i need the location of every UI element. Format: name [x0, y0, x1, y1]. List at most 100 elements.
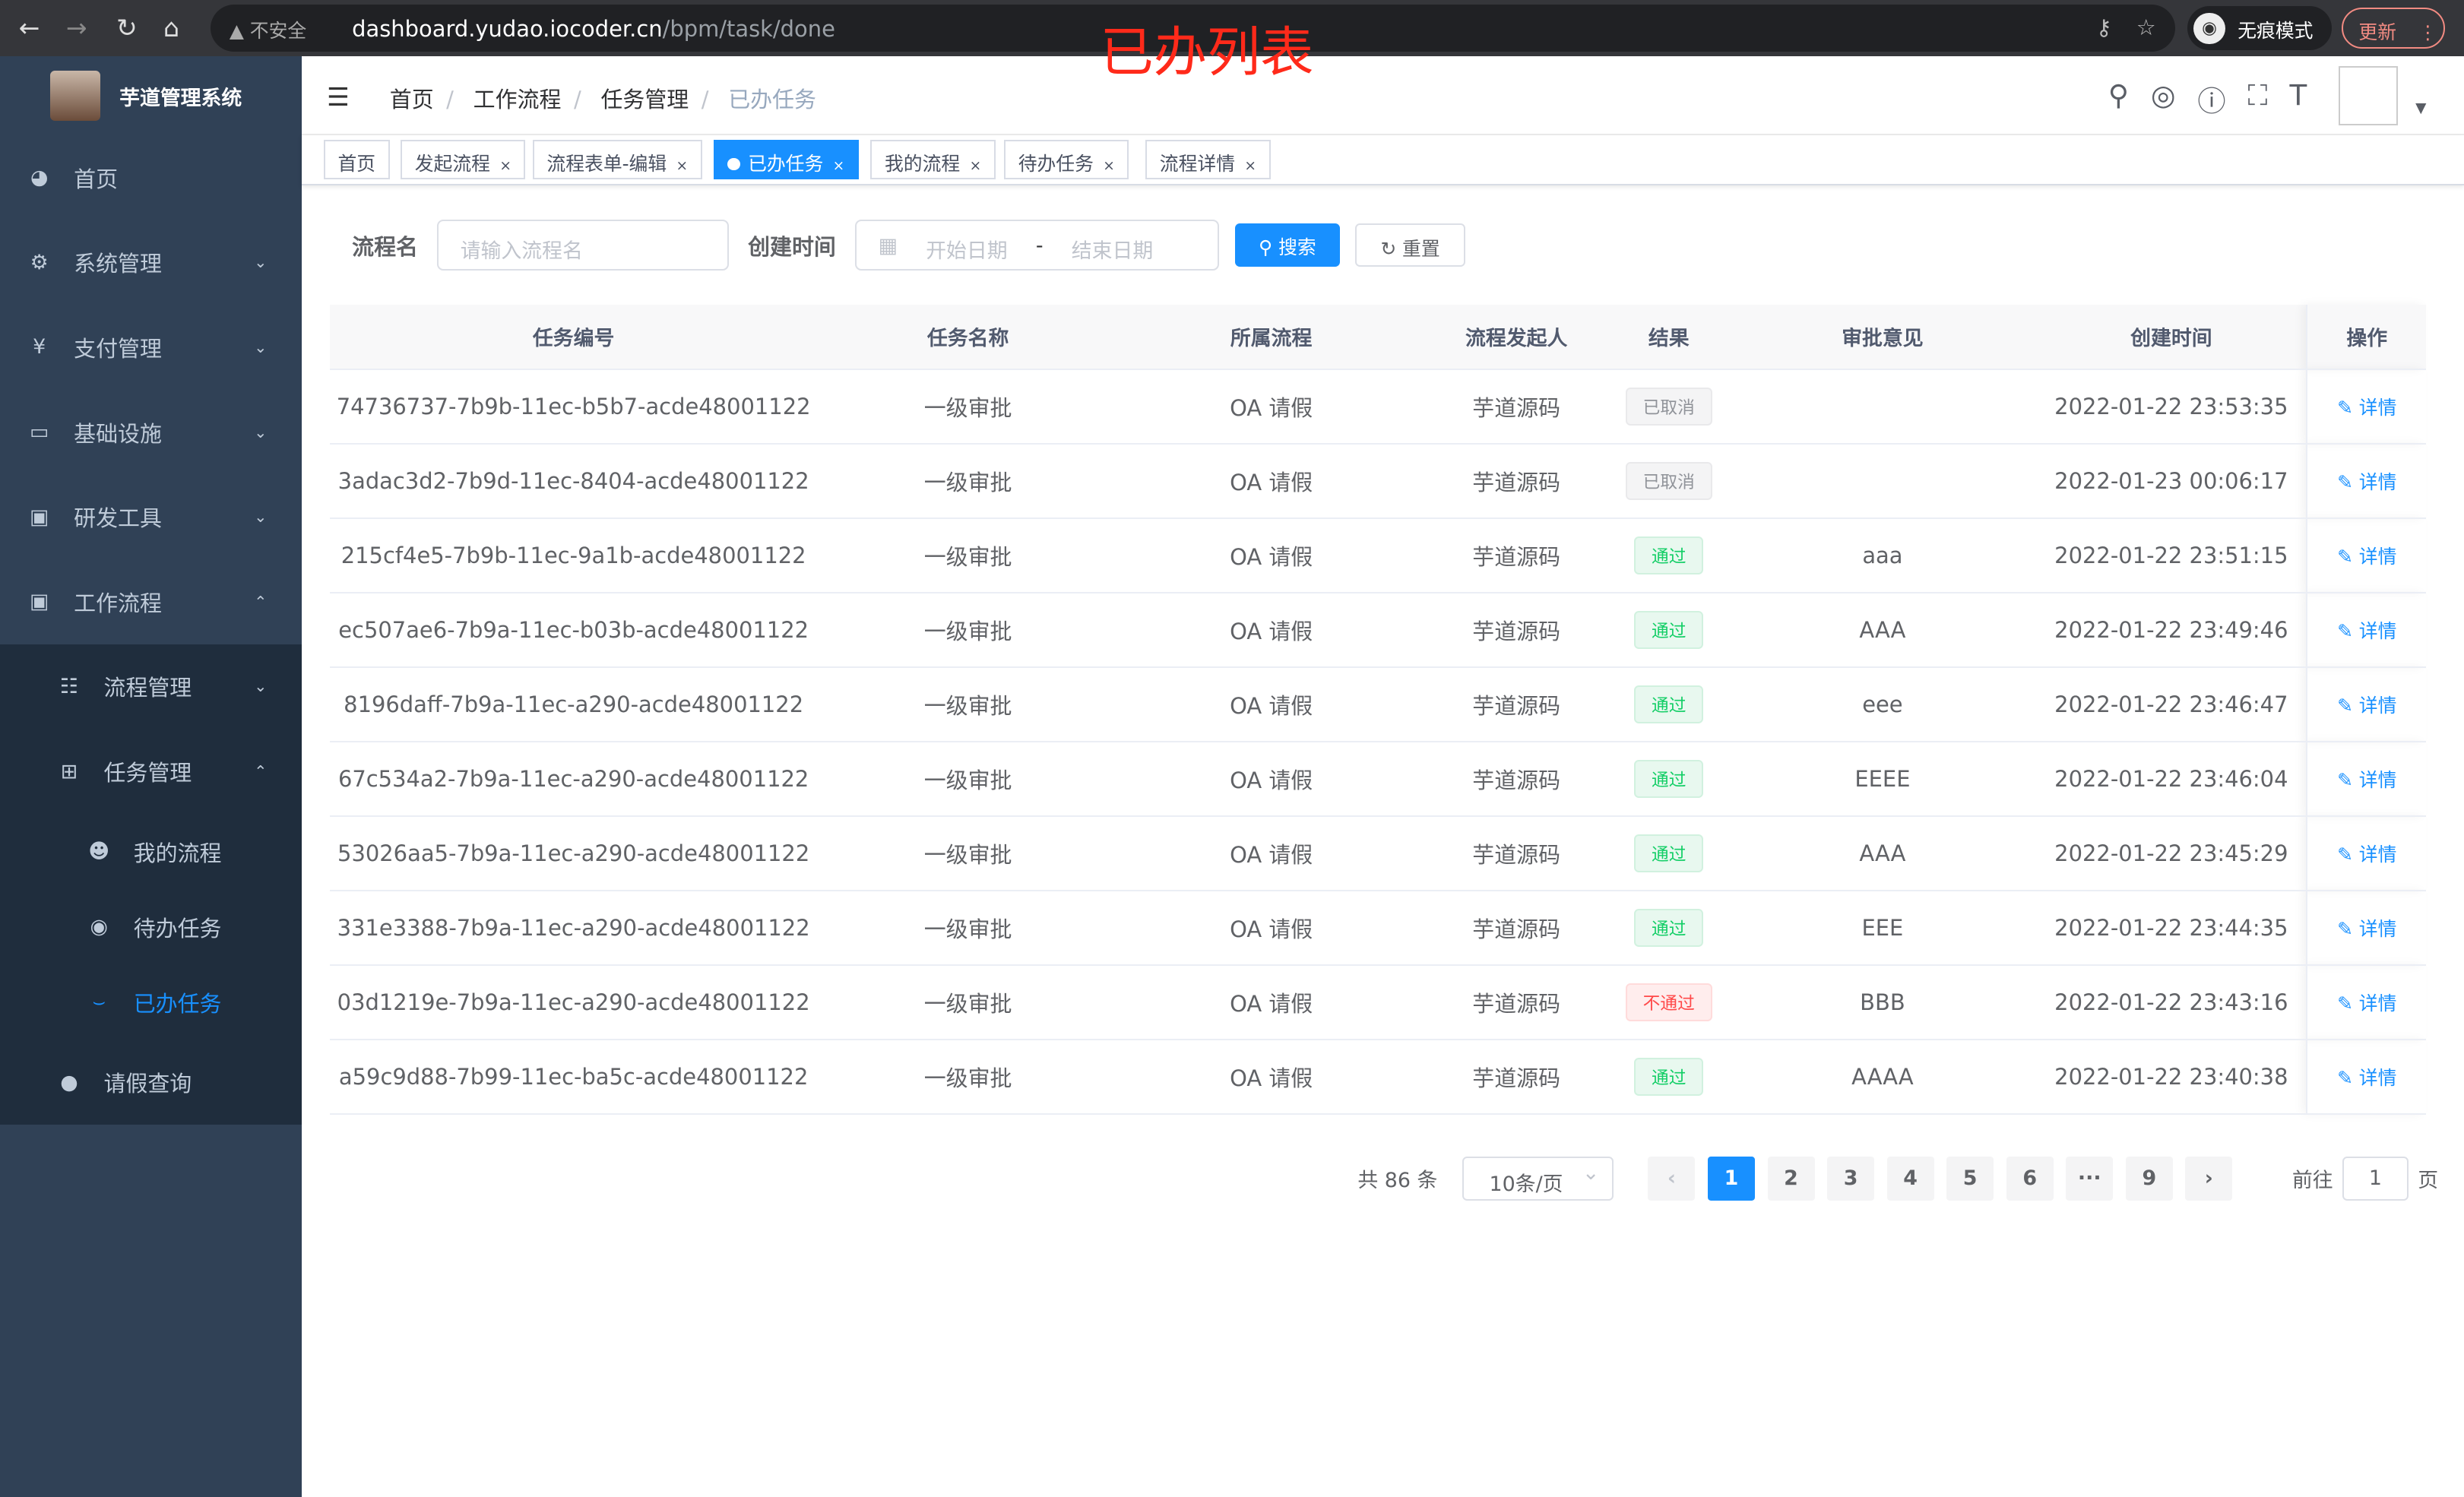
github-icon[interactable]: ◎ [2150, 78, 2176, 112]
result-tag: 通过 [1634, 909, 1704, 947]
close-icon[interactable]: × [969, 158, 982, 175]
sidebar-logo[interactable]: 芋道管理系统 [0, 56, 302, 135]
forward-icon[interactable]: → [65, 12, 87, 43]
detail-button[interactable]: ✎ 详情 [2337, 917, 2397, 940]
page-button[interactable]: 6 [2006, 1156, 2054, 1201]
detail-button[interactable]: ✎ 详情 [2337, 1066, 2397, 1089]
detail-button[interactable]: ✎ 详情 [2337, 545, 2397, 568]
date-range-picker[interactable]: ▦ 开始日期 - 结束日期 [854, 220, 1220, 271]
process-name-input[interactable]: 请输入流程名 [436, 220, 730, 271]
detail-button[interactable]: ✎ 详情 [2337, 768, 2397, 791]
star-icon[interactable]: ☆ [2136, 14, 2156, 40]
next-page-button[interactable]: › [2185, 1156, 2233, 1201]
tab[interactable]: 发起流程 × [401, 139, 526, 179]
sidebar-item[interactable]: ¥ 支付管理 ⌄ [0, 305, 302, 390]
user-icon: ● [60, 1070, 78, 1094]
search-button[interactable]: ⚲ 搜索 [1235, 223, 1340, 267]
column-header[interactable]: 任务名称 [817, 305, 1120, 370]
update-button[interactable]: 更新 ⋮ [2341, 8, 2446, 49]
back-icon[interactable]: ← [18, 12, 40, 43]
address-bar[interactable]: ▲ 不安全 dashboard.yudao.iocoder.cn/bpm/tas… [211, 5, 2175, 52]
breadcrumb-item[interactable]: 任务管理 [600, 86, 689, 112]
reload-icon[interactable]: ↻ [116, 12, 138, 43]
tab[interactable]: 首页 [323, 139, 390, 179]
column-header[interactable]: 流程发起人 [1424, 305, 1610, 370]
tab[interactable]: 我的流程 × [870, 139, 996, 179]
detail-button[interactable]: ✎ 详情 [2337, 470, 2397, 493]
table-cell: 2022-01-22 23:40:38 [2036, 1039, 2307, 1115]
sidebar-item[interactable]: ● 请假查询 [0, 1040, 302, 1125]
page-button[interactable]: 2 [1767, 1156, 1815, 1201]
column-header[interactable]: 创建时间 [2036, 305, 2307, 370]
sidebar-item[interactable]: ⚙ 系统管理 ⌄ [0, 220, 302, 305]
help-icon[interactable]: ⓘ [2197, 84, 2226, 119]
column-header[interactable]: 操作 [2306, 305, 2427, 370]
url-text[interactable]: dashboard.yudao.iocoder.cn/bpm/task/done [352, 15, 835, 42]
page-button[interactable]: 9 [2125, 1156, 2173, 1201]
key-icon[interactable]: ⚷ [2095, 14, 2112, 40]
detail-button[interactable]: ✎ 详情 [2337, 396, 2397, 419]
sidebar-item[interactable]: ⌣ 已办任务 [0, 964, 302, 1040]
column-header[interactable]: 所属流程 [1119, 305, 1424, 370]
caret-down-icon[interactable]: ▼ [2415, 100, 2427, 117]
edit-icon: ✎ [2337, 619, 2359, 642]
sidebar-item[interactable]: ⊞ 任务管理 ⌃ [0, 729, 302, 814]
sidebar-item[interactable]: ☻ 我的流程 [0, 814, 302, 889]
column-header[interactable]: 结果 [1609, 305, 1729, 370]
start-date[interactable]: 开始日期 [926, 239, 1008, 263]
task-table: 任务编号 任务名称 所属流程 流程发起人 结果 审批意见 创建时间 操作 74736737-7… [330, 305, 2427, 1115]
fullscreen-icon[interactable]: ⛶ [2247, 78, 2268, 112]
goto-page-input[interactable]: 1 [2342, 1156, 2409, 1201]
breadcrumb-item[interactable]: 首页 [389, 86, 434, 112]
search-icon[interactable]: ⚲ [2108, 78, 2130, 112]
sidebar-item[interactable]: ◉ 待办任务 [0, 889, 302, 964]
edit-icon: ✎ [2337, 545, 2359, 568]
reset-button[interactable]: ↻ 重置 [1355, 223, 1465, 267]
page-size-select[interactable]: 10条/页 [1462, 1156, 1614, 1201]
close-icon[interactable]: × [832, 158, 845, 175]
table-cell: EEEE [1728, 741, 2037, 817]
security-warning[interactable]: ▲ 不安全 [229, 19, 307, 42]
table-cell: 2022-01-23 00:06:17 [2036, 443, 2307, 519]
home-icon[interactable]: ⌂ [163, 12, 180, 43]
chevron-icon: ⌄ [254, 677, 268, 696]
incognito-badge[interactable]: ◉ 无痕模式 [2187, 6, 2333, 51]
table-cell: 一级审批 [817, 815, 1120, 891]
font-size-icon[interactable]: T [2289, 78, 2307, 112]
prev-page-button[interactable]: ‹ [1648, 1156, 1696, 1201]
tab[interactable]: 已办任务 × [713, 139, 859, 179]
page-button[interactable]: ··· [2066, 1156, 2114, 1201]
table-cell: ec507ae6-7b9a-11ec-b03b-acde48001122 [330, 592, 818, 668]
table-cell: 3adac3d2-7b9d-11ec-8404-acde48001122 [330, 443, 818, 519]
end-date[interactable]: 结束日期 [1071, 239, 1154, 263]
avatar[interactable] [2338, 65, 2399, 126]
sidebar-item-label: 任务管理 [103, 760, 192, 786]
detail-button[interactable]: ✎ 详情 [2337, 992, 2397, 1014]
eye-icon: ◉ [90, 915, 108, 939]
column-header[interactable]: 审批意见 [1728, 305, 2037, 370]
table-cell: OA 请假 [1119, 741, 1424, 817]
sidebar-item[interactable]: ◕ 首页 [0, 135, 302, 220]
sidebar-item[interactable]: ☷ 流程管理 ⌄ [0, 644, 302, 730]
page-button[interactable]: 5 [1946, 1156, 1994, 1201]
incognito-label: 无痕模式 [2238, 19, 2314, 42]
detail-button[interactable]: ✎ 详情 [2337, 619, 2397, 642]
page-button[interactable]: 3 [1827, 1156, 1875, 1201]
breadcrumb-item[interactable]: 工作流程 [473, 86, 562, 112]
detail-button[interactable]: ✎ 详情 [2337, 843, 2397, 866]
sidebar-item[interactable]: ▣ 工作流程 ⌃ [0, 559, 302, 644]
close-icon[interactable]: × [1103, 158, 1115, 175]
tab[interactable]: 流程详情 × [1145, 139, 1271, 179]
close-icon[interactable]: × [1244, 158, 1256, 175]
column-header[interactable]: 任务编号 [330, 305, 818, 370]
tab[interactable]: 流程表单-编辑 × [532, 139, 702, 179]
tab[interactable]: 待办任务 × [1004, 139, 1129, 179]
close-icon[interactable]: × [499, 158, 511, 175]
hamburger-icon[interactable]: ☰ [327, 81, 350, 112]
sidebar-item[interactable]: ▣ 研发工具 ⌄ [0, 474, 302, 559]
close-icon[interactable]: × [676, 158, 689, 175]
sidebar-item[interactable]: ▭ 基础设施 ⌄ [0, 390, 302, 475]
page-button[interactable]: 4 [1886, 1156, 1934, 1201]
page-button[interactable]: 1 [1707, 1156, 1755, 1201]
detail-button[interactable]: ✎ 详情 [2337, 694, 2397, 717]
